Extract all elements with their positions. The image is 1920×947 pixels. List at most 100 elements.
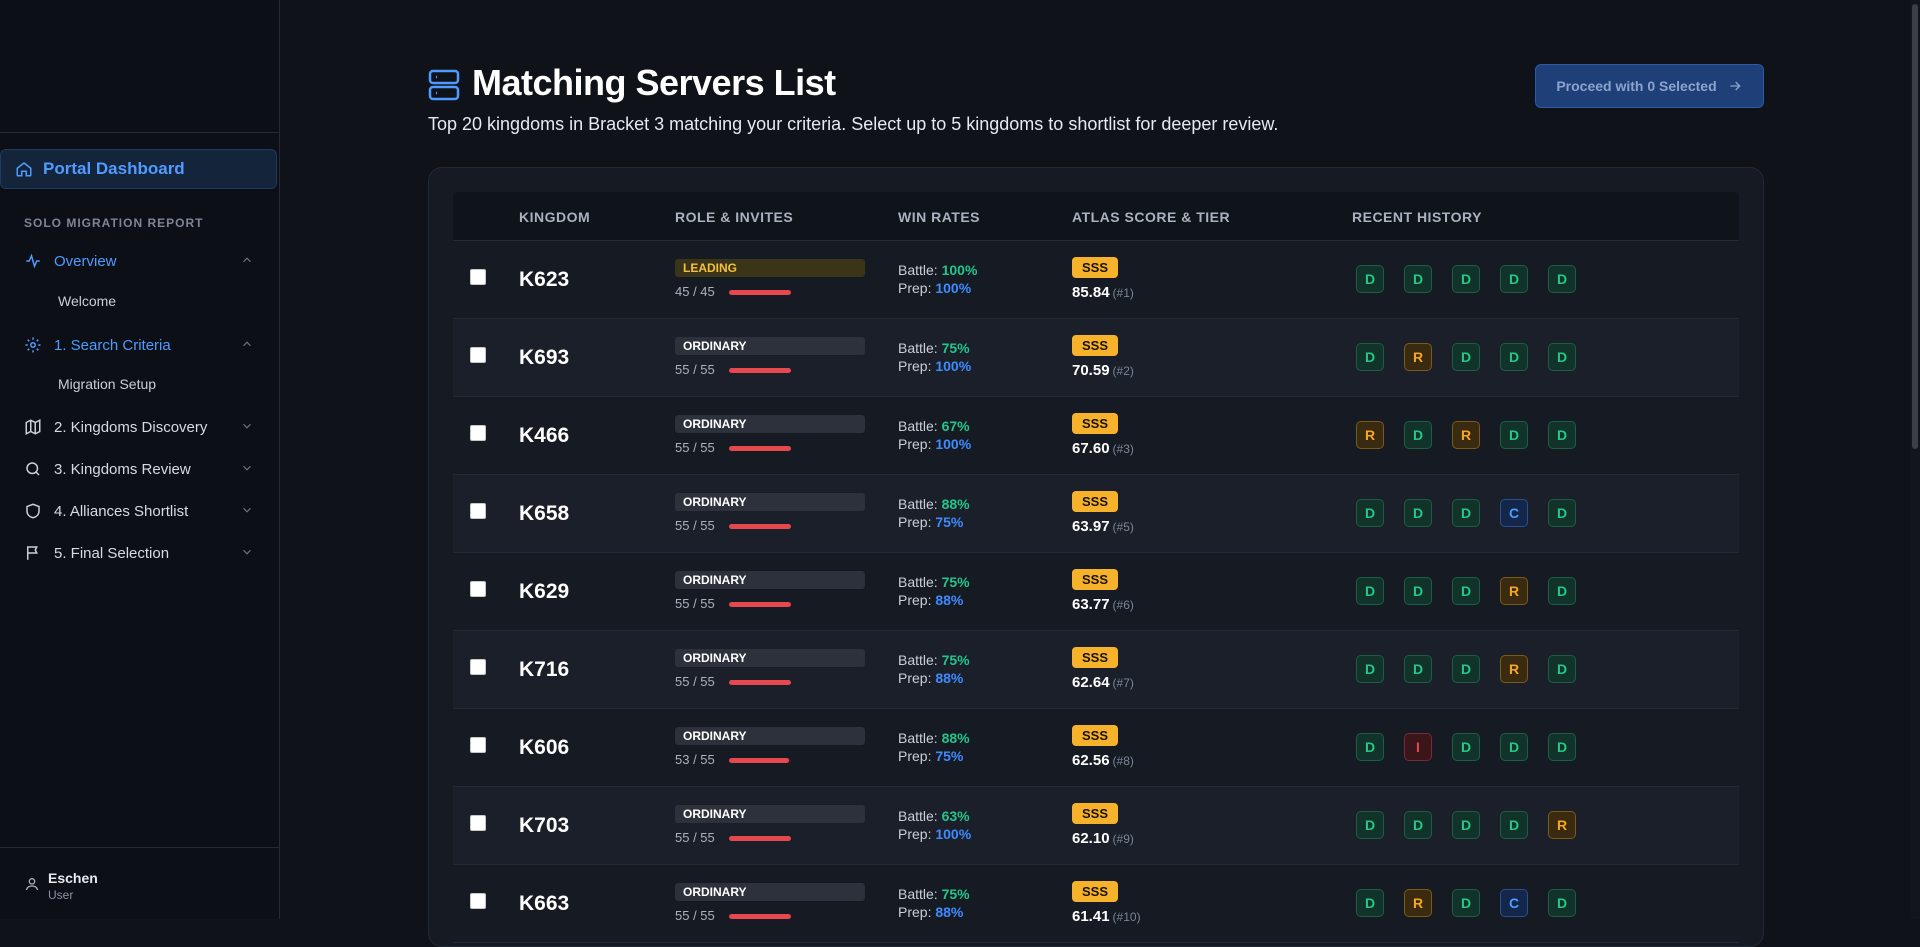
table-row[interactable]: K466 ORDINARY 55 / 55 Battle: 67% Prep: 100%… [453, 397, 1739, 475]
prep-win-rate: Prep: 75% [898, 514, 963, 530]
history-badge: D [1404, 499, 1432, 527]
user-profile[interactable]: Eschen User [0, 847, 279, 919]
servers-table-card: KINGDOM ROLE & INVITES WIN RATES ATLAS S… [428, 167, 1764, 947]
battle-win-rate: Battle: 75% [898, 574, 970, 590]
kingdom-name[interactable]: K716 [519, 658, 570, 681]
kingdom-name[interactable]: K663 [519, 892, 570, 915]
prep-value: 88% [935, 904, 964, 920]
sidebar-item-search-criteria[interactable]: 1. Search Criteria [24, 333, 254, 357]
battle-value: 88% [941, 730, 970, 746]
table-row[interactable]: K663 ORDINARY 55 / 55 Battle: 75% Prep: 88% S… [453, 865, 1739, 943]
invites-progress-bar [729, 680, 791, 685]
row-checkbox[interactable] [470, 503, 486, 519]
arrow-right-icon [1729, 81, 1741, 91]
history-badge: D [1548, 265, 1576, 293]
atlas-score: 67.60 (#3) [1072, 440, 1134, 457]
history-badge: D [1404, 577, 1432, 605]
history-badge: D [1356, 655, 1384, 683]
history-badge: D [1452, 811, 1480, 839]
score-rank: (#3) [1112, 442, 1134, 456]
column-header-role-invites[interactable]: ROLE & INVITES [675, 209, 794, 225]
server-icon [428, 69, 460, 101]
kingdom-name[interactable]: K629 [519, 580, 570, 603]
history-badge: R [1356, 421, 1384, 449]
row-checkbox[interactable] [470, 737, 486, 753]
table-header: KINGDOM ROLE & INVITES WIN RATES ATLAS S… [453, 192, 1739, 241]
table-row[interactable]: K629 ORDINARY 55 / 55 Battle: 75% Prep: 88% S… [453, 553, 1739, 631]
invites-progress-fill [729, 758, 789, 763]
table-row[interactable]: K606 ORDINARY 53 / 55 Battle: 88% Prep: 75% S… [453, 709, 1739, 787]
battle-label: Battle: [898, 262, 938, 278]
sidebar-item-kingdoms-review[interactable]: 3. Kingdoms Review [24, 457, 254, 481]
chevron-down-icon [243, 507, 251, 513]
scrollbar[interactable] [1910, 0, 1920, 919]
sidebar-item-alliances-shortlist[interactable]: 4. Alliances Shortlist [24, 499, 254, 523]
column-header-kingdom[interactable]: KINGDOM [519, 209, 591, 225]
sidebar-item-final-selection[interactable]: 5. Final Selection [24, 541, 254, 565]
proceed-button[interactable]: Proceed with 0 Selected [1535, 64, 1764, 108]
table-row[interactable]: K703 ORDINARY 55 / 55 Battle: 63% Prep: 100%… [453, 787, 1739, 865]
row-checkbox[interactable] [470, 893, 486, 909]
user-icon [26, 878, 38, 891]
prep-label: Prep: [898, 904, 932, 920]
flag-icon [27, 546, 38, 560]
sidebar-item-label: 2. Kingdoms Discovery [54, 418, 208, 436]
row-checkbox[interactable] [470, 659, 486, 675]
battle-win-rate: Battle: 67% [898, 418, 970, 434]
tier-badge: SSS [1072, 647, 1118, 668]
row-checkbox[interactable] [470, 269, 486, 285]
battle-label: Battle: [898, 340, 938, 356]
column-header-win-rates[interactable]: WIN RATES [898, 209, 981, 225]
table-row[interactable]: K716 ORDINARY 55 / 55 Battle: 75% Prep: 88% S… [453, 631, 1739, 709]
history-badge: D [1356, 811, 1384, 839]
score-value: 63.77 [1072, 596, 1110, 613]
kingdom-name[interactable]: K623 [519, 268, 570, 291]
sidebar-item-overview[interactable]: Overview [24, 249, 254, 273]
history-badge: D [1548, 655, 1576, 683]
kingdom-name[interactable]: K466 [519, 424, 570, 447]
map-icon [25, 419, 41, 435]
prep-win-rate: Prep: 88% [898, 670, 963, 686]
role-badge: ORDINARY [675, 883, 865, 901]
scrollbar-thumb[interactable] [1912, 4, 1918, 449]
kingdom-name[interactable]: K693 [519, 346, 570, 369]
history-badge: D [1404, 265, 1432, 293]
history-badge: D [1500, 733, 1528, 761]
row-checkbox[interactable] [470, 347, 486, 363]
role-badge: ORDINARY [675, 727, 865, 745]
sidebar-subitem-welcome[interactable]: Welcome [58, 293, 117, 309]
battle-value: 100% [941, 262, 978, 278]
score-value: 85.84 [1072, 284, 1110, 301]
column-header-atlas-score[interactable]: ATLAS SCORE & TIER [1072, 209, 1231, 225]
prep-label: Prep: [898, 358, 932, 374]
table-row[interactable]: K693 ORDINARY 55 / 55 Battle: 75% Prep: 100%… [453, 319, 1739, 397]
sidebar-subitem-migration-setup[interactable]: Migration Setup [58, 376, 157, 392]
kingdom-name[interactable]: K606 [519, 736, 570, 759]
row-checkbox[interactable] [470, 425, 486, 441]
battle-win-rate: Battle: 100% [898, 262, 977, 278]
kingdom-name[interactable]: K703 [519, 814, 570, 837]
invites-count: 55 / 55 [675, 830, 715, 845]
table-row[interactable]: K658 ORDINARY 55 / 55 Battle: 88% Prep: 75% S… [453, 475, 1739, 553]
row-checkbox[interactable] [470, 581, 486, 597]
portal-dashboard-link[interactable]: Portal Dashboard [0, 149, 277, 189]
sidebar-item-kingdoms-discovery[interactable]: 2. Kingdoms Discovery [24, 415, 254, 439]
table-row[interactable]: K623 LEADING 45 / 45 Battle: 100% Prep: 100%… [453, 241, 1739, 319]
history-badge: D [1356, 733, 1384, 761]
chevron-up-icon [243, 257, 251, 263]
row-checkbox[interactable] [470, 815, 486, 831]
battle-label: Battle: [898, 730, 938, 746]
history-badge: R [1500, 577, 1528, 605]
battle-win-rate: Battle: 88% [898, 496, 970, 512]
prep-label: Prep: [898, 280, 932, 296]
history-badge: D [1356, 343, 1384, 371]
kingdom-name[interactable]: K658 [519, 502, 570, 525]
battle-value: 75% [941, 652, 970, 668]
user-role: User [48, 888, 74, 902]
atlas-score: 62.64 (#7) [1072, 674, 1134, 691]
invites-progress-bar [729, 290, 791, 295]
history-badge: R [1452, 421, 1480, 449]
portal-dashboard-label: Portal Dashboard [43, 159, 185, 178]
